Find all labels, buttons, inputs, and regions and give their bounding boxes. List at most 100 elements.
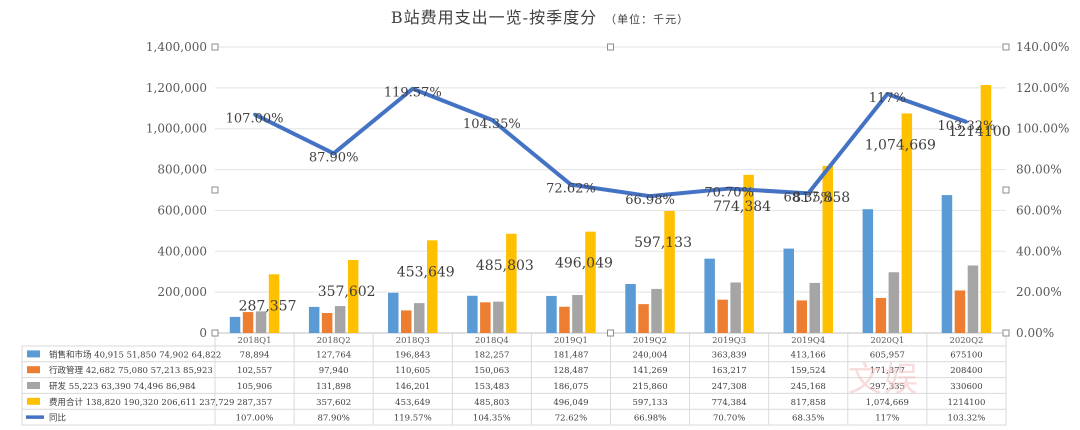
y-tick-label-right: 100.00%	[1016, 122, 1069, 136]
bar	[255, 311, 267, 333]
x-tick-label: 2018Q4	[475, 336, 509, 346]
table-cell: 186,075	[553, 382, 588, 392]
y-tick-label-right: 20.00%	[1016, 285, 1062, 299]
bar	[493, 301, 504, 333]
table-cell: 605,957	[870, 350, 905, 360]
table-cell: 128,487	[553, 366, 588, 376]
gridlines	[215, 46, 1006, 334]
yoy-point	[490, 118, 494, 122]
bar	[388, 292, 399, 333]
y-tick-label-right: 0.00%	[1016, 326, 1054, 340]
yoy-point	[569, 183, 573, 187]
bar	[967, 265, 979, 333]
total-data-label: 485,803	[476, 258, 534, 274]
data-labels: 287,357 357,602 453,649 485,803 496,049 597,1…	[226, 86, 1011, 315]
bar	[980, 84, 992, 333]
bar	[743, 174, 754, 333]
table-cell: 103.32%	[948, 414, 986, 424]
bar	[229, 316, 241, 333]
chart-handles	[211, 43, 1010, 337]
yoy-data-label: 72.62%	[546, 182, 596, 197]
table-cell: 119.57%	[394, 414, 432, 424]
legend-label: 行政管理 42,682 75,080 57,213 85,923	[49, 365, 213, 376]
table-cell: 117%	[875, 414, 899, 424]
table-cell: 70.70%	[713, 414, 745, 424]
table-cell: 817,858	[791, 398, 826, 408]
x-tick-label: 2019Q2	[633, 336, 667, 346]
bar	[901, 113, 913, 333]
bar	[585, 231, 596, 333]
bar	[809, 282, 820, 333]
legend-label: 研发 55,223 63,390 74,496 86,984	[49, 381, 196, 392]
table-cell: 127,764	[316, 350, 351, 360]
yoy-point	[885, 92, 889, 96]
resize-handle	[211, 43, 219, 51]
table-cell: 245,168	[791, 382, 826, 392]
bar	[427, 240, 438, 333]
legend-label: 销售和市场 40,915 51,850 74,902 64,822	[49, 349, 221, 360]
x-tick-label: 2020Q1	[870, 336, 904, 346]
bar	[704, 258, 715, 333]
table-cell: 485,803	[474, 398, 509, 408]
table-cell: 104.35%	[473, 414, 511, 424]
yoy-point	[253, 112, 257, 116]
x-tick-label: 2019Q4	[791, 336, 825, 346]
y-tick-label-right: 120.00%	[1016, 81, 1069, 95]
y-tick-label-left: 1,400,000	[146, 40, 207, 54]
total-data-label: 597,133	[634, 235, 692, 251]
table-cell: 774,384	[712, 398, 747, 408]
table-cell: 208400	[950, 366, 982, 376]
legend-label: 费用合计 138,820 190,320 206,611 237,729	[49, 397, 234, 408]
bar	[242, 312, 254, 333]
x-tick-label: 2018Q2	[317, 336, 351, 346]
resize-handle	[1002, 43, 1010, 51]
bar	[572, 294, 583, 333]
table-cell: 215,860	[632, 382, 667, 392]
table-cell: 72.62%	[555, 414, 587, 424]
bar	[308, 306, 320, 333]
x-tick-label: 2018Q1	[238, 336, 272, 346]
bar	[822, 165, 833, 333]
yoy-point	[648, 194, 652, 198]
table-cell: 163,217	[712, 366, 747, 376]
total-data-label: 357,602	[318, 284, 376, 300]
bar	[414, 303, 425, 333]
table-cell: 159,524	[791, 366, 826, 376]
y-tick-label-left: 1,200,000	[146, 81, 207, 95]
resize-handle	[1002, 186, 1010, 194]
table-cell: 357,602	[316, 398, 351, 408]
table-cell: 297,335	[870, 382, 905, 392]
data-table: 2018Q1 2018Q2 2018Q3 2018Q4 2019Q1 2019Q2 2019…	[21, 333, 1007, 426]
y-axis-left: 0 200,000 400,000 600,000 800,000 1,000,000 1,…	[146, 40, 207, 340]
table-cell: 97,940	[319, 366, 349, 376]
table-cell: 141,269	[632, 366, 667, 376]
resize-handle	[211, 186, 219, 194]
table-cell: 240,004	[632, 350, 667, 360]
table-cell: 496,049	[553, 398, 588, 408]
legend-swatch	[27, 350, 40, 358]
yoy-point	[727, 187, 731, 191]
chart-title-text: B站费用支出一览-按季度分	[390, 8, 598, 27]
bar	[401, 310, 412, 333]
y-axis-right: 0.00% 20.00% 40.00% 60.00% 80.00% 100.00% 120.…	[1016, 40, 1069, 340]
x-tick-label: 2020Q2	[949, 336, 983, 346]
table-cell: 597,133	[632, 398, 667, 408]
total-data-label: 817,858	[792, 190, 850, 206]
x-tick-label: 2018Q3	[396, 336, 430, 346]
yoy-data-label: 107.00%	[226, 111, 284, 126]
total-data-label: 496,049	[555, 256, 613, 272]
yoy-line-path	[253, 86, 968, 199]
bar	[268, 274, 280, 333]
bar	[321, 312, 333, 333]
table-cell: 87.90%	[317, 414, 349, 424]
bar	[480, 302, 491, 333]
table-cell: 110,605	[395, 366, 430, 376]
yoy-point	[964, 120, 968, 124]
total-data-label: 1214100	[948, 124, 1010, 140]
bar	[334, 306, 346, 333]
table-cell: 1214100	[948, 398, 986, 408]
table-cell: 247,308	[712, 382, 747, 392]
yoy-data-label: 68.35%	[783, 190, 833, 205]
y-tick-label-right: 80.00%	[1016, 163, 1062, 177]
total-data-label: 774,384	[713, 199, 771, 215]
